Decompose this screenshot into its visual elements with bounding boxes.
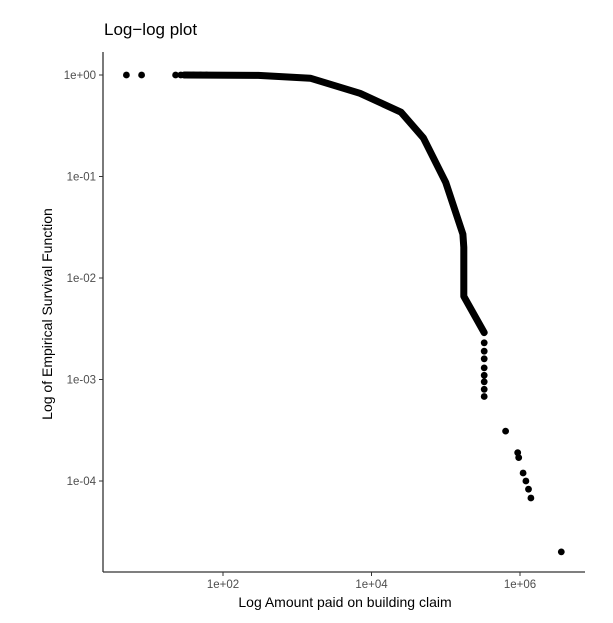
chart-title: Log−log plot: [104, 20, 198, 39]
data-point: [197, 71, 205, 79]
data-point: [480, 393, 488, 400]
data-point: [527, 494, 535, 502]
y-tick-label: 1e-04: [67, 476, 97, 488]
x-tick-label: 1e+02: [207, 579, 239, 591]
data-point: [480, 371, 488, 379]
x-tick-label: 1e+06: [504, 579, 536, 591]
data-point: [123, 71, 130, 79]
data-point: [480, 385, 488, 393]
data-point: [480, 347, 488, 355]
data-point: [480, 355, 488, 363]
data-point: [480, 339, 488, 347]
axes: 1e+02 1e+04 1e+06 1e+00 1e-01 1e-02 1e-03 1e-04: [64, 52, 585, 591]
data-point: [182, 71, 190, 79]
y-tick-label: 1e-03: [67, 375, 96, 387]
survival-curve: [180, 71, 488, 337]
y-tick-label: 1e+00: [64, 70, 96, 82]
x-axis-label: Log Amount paid on building claim: [238, 594, 452, 610]
data-point: [203, 71, 210, 79]
y-tick-label: 1e-01: [67, 172, 96, 184]
data-point: [519, 469, 527, 477]
data-point: [177, 71, 185, 79]
data-point: [557, 548, 565, 556]
x-tick-label: 1e+04: [355, 579, 388, 591]
data-point: [502, 427, 509, 435]
data-point: [172, 71, 180, 79]
y-tick-label: 1e-02: [67, 273, 96, 285]
data-point: [480, 378, 488, 386]
data-points: [123, 71, 565, 556]
data-point: [480, 364, 488, 372]
data-point: [525, 485, 532, 493]
data-point: [522, 477, 530, 485]
data-point: [190, 71, 197, 79]
data-point: [515, 454, 523, 461]
data-point: [138, 71, 146, 79]
